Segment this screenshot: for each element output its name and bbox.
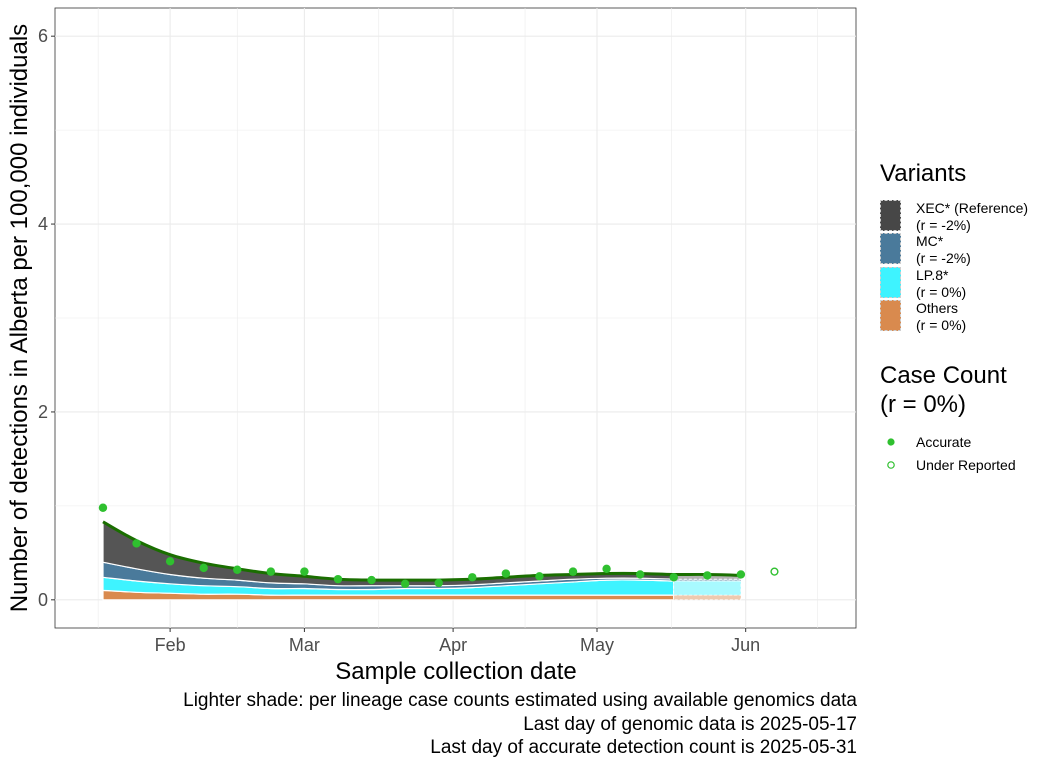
- variants-legend-title: Variants: [880, 160, 967, 187]
- points: [98, 503, 779, 589]
- underreported-key: [887, 461, 895, 469]
- legend-key-lp8: [880, 267, 901, 298]
- area-estimated-others: [673, 594, 742, 601]
- legend-label-others: Others: [916, 300, 959, 316]
- accurate-point: [434, 578, 443, 588]
- accurate-point: [501, 569, 511, 578]
- underreported-legend-label: Under Reported: [916, 457, 1016, 473]
- legend-label-lp8: LP.8*: [916, 267, 949, 283]
- accurate-point: [736, 570, 746, 579]
- y-axis-label: Number of detections in Alberta per 100,…: [6, 24, 33, 612]
- legend-rate-lp8: (r = 0%): [916, 284, 967, 300]
- x-tick-label: Jun: [731, 635, 760, 655]
- accurate-point: [300, 567, 309, 576]
- area-estimated-mc: [673, 578, 742, 582]
- accurate-point: [602, 564, 611, 574]
- x-tick-label: Feb: [155, 635, 186, 655]
- accurate-key: [887, 438, 895, 446]
- x-tick-label: Apr: [439, 635, 467, 655]
- legend-key-mc: [880, 233, 901, 264]
- accurate-point: [568, 567, 578, 576]
- y-tick-label: 4: [38, 214, 48, 234]
- legend-key-others: [880, 300, 901, 331]
- case-count-legend-keys: [887, 438, 895, 469]
- area-estimated-lp-8: [673, 580, 742, 596]
- case-count-legend-title: Case Count: [880, 362, 1007, 389]
- accurate-point: [199, 563, 208, 573]
- accurate-point: [635, 570, 645, 579]
- legend-label-xec: XEC* (Reference): [916, 200, 1029, 216]
- accurate-point: [165, 557, 175, 566]
- x-axis-label: Sample collection date: [335, 658, 576, 685]
- caption-line-3: Last day of accurate detection count is …: [430, 737, 857, 758]
- accurate-legend-label: Accurate: [916, 434, 972, 450]
- accurate-point: [367, 575, 376, 585]
- legend-rate-mc: (r = -2%): [916, 250, 971, 266]
- x-tick-label: Mar: [289, 635, 320, 655]
- accurate-point: [535, 572, 544, 581]
- axes: 0 2 4 6 Feb Mar Apr May Jun: [38, 26, 760, 655]
- accurate-point: [703, 571, 712, 580]
- legend-rate-xec: (r = -2%): [916, 217, 971, 233]
- accurate-point: [266, 567, 276, 576]
- accurate-point: [98, 503, 108, 512]
- legend-rate-others: (r = 0%): [916, 317, 967, 333]
- underreported-point: [770, 567, 779, 576]
- accurate-point: [333, 574, 343, 584]
- legend-key-xec: [880, 200, 901, 231]
- caption-line-2: Last day of genomic data is 2025-05-17: [523, 714, 857, 735]
- accurate-point: [132, 539, 141, 548]
- accurate-point: [669, 573, 678, 582]
- stacked-areas: [102, 520, 742, 601]
- legend-label-mc: MC*: [916, 233, 944, 249]
- accurate-point: [468, 573, 477, 582]
- case-count-legend-rate: (r = 0%): [880, 391, 967, 418]
- y-tick-label: 0: [38, 590, 48, 610]
- y-tick-label: 2: [38, 402, 48, 422]
- y-tick-label: 6: [38, 26, 48, 46]
- accurate-point: [400, 579, 410, 589]
- caption-line-1: Lighter shade: per lineage case counts e…: [183, 690, 857, 711]
- x-tick-label: May: [580, 635, 614, 655]
- accurate-point: [233, 565, 242, 574]
